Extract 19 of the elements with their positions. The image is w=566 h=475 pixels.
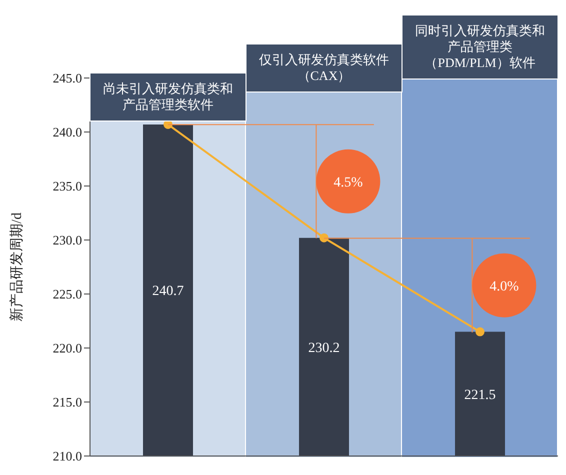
y-tick-label: 215.0 xyxy=(52,394,82,410)
y-tick-label: 225.0 xyxy=(52,286,82,302)
point xyxy=(320,233,328,242)
y-tick-label: 210.0 xyxy=(52,448,82,464)
point xyxy=(476,327,484,336)
x-tick-label: 尚未引入研发仿真类和产品管理类软件 xyxy=(103,81,233,112)
x-tick-label: 仅引入研发仿真类软件（CAX） xyxy=(259,52,389,83)
y-tick-label: 240.0 xyxy=(52,124,82,140)
annotation: 4.0% xyxy=(490,279,520,294)
y-tick-label: 245.0 xyxy=(52,70,82,86)
y-tick-label: 235.0 xyxy=(52,178,82,194)
data-label: 240.7 xyxy=(152,284,184,300)
annotation: 4.5% xyxy=(334,175,364,190)
y-tick-label: 230.0 xyxy=(52,232,82,248)
y-axis-title: 新产品研发周期/d xyxy=(8,212,25,322)
y-tick-label: 220.0 xyxy=(52,340,82,356)
data-label: 221.5 xyxy=(464,388,496,403)
x-tick-label: 同时引入研发仿真类和产品管理类（PDM/PLM）软件 xyxy=(415,23,545,70)
data-label: 230.2 xyxy=(308,340,340,356)
